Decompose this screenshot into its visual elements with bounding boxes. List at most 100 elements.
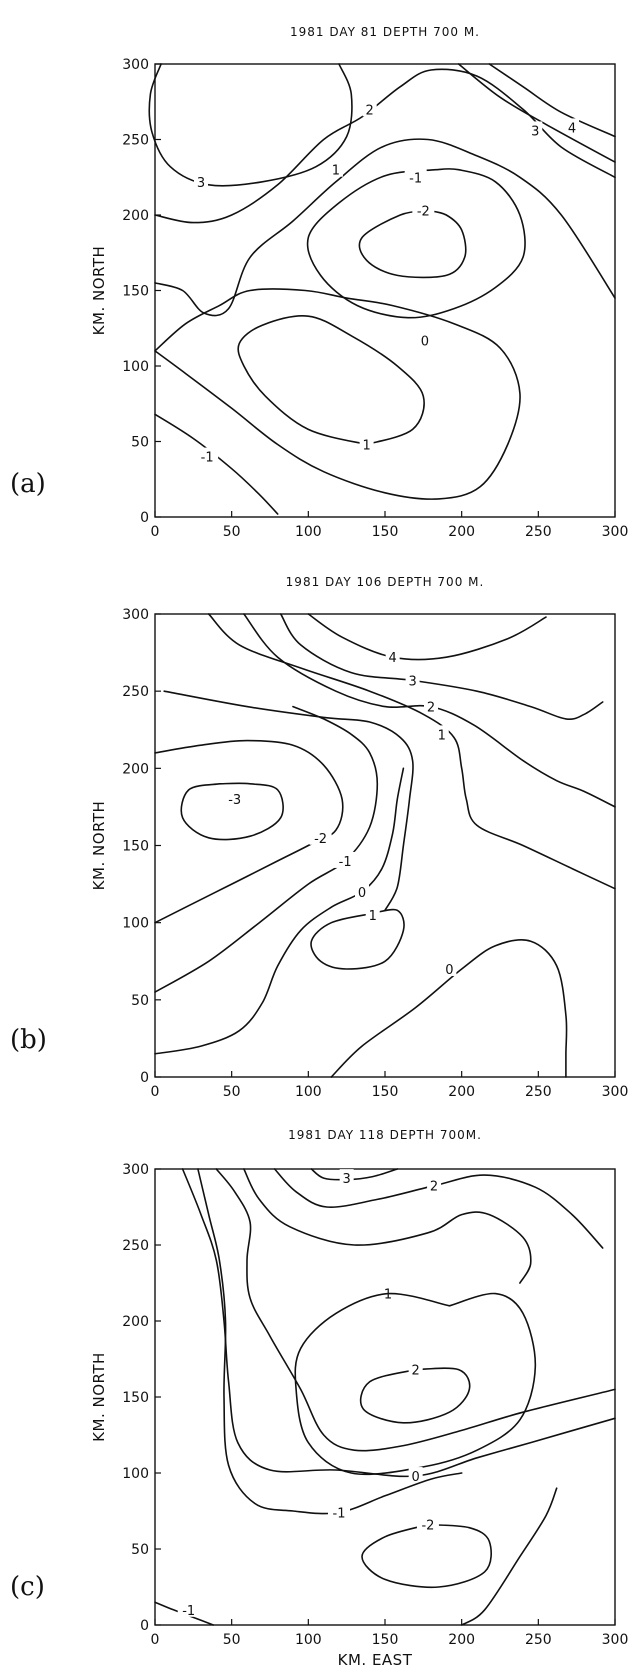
- contour-line: [294, 1292, 537, 1476]
- contour-label-mask: [385, 648, 400, 665]
- contour-label: -1: [339, 855, 352, 870]
- contour-line: [307, 613, 547, 661]
- contour-label-mask: [405, 671, 420, 688]
- y-tick-label: 150: [122, 839, 149, 855]
- contour-label: 1: [384, 1288, 392, 1303]
- y-axis-label: KM. NORTH: [90, 1352, 108, 1442]
- contour-line: [154, 288, 521, 500]
- contour-line: [243, 1168, 532, 1284]
- y-tick-label: 50: [131, 1542, 149, 1558]
- contour-panel-1: 1981 DAY 81 DEPTH 700 M. 3 2 4 3 1 -1 -2 0 1 -1 0 50…: [10, 25, 628, 540]
- contour-line: [215, 1168, 616, 1452]
- contour-label-mask: [359, 435, 374, 452]
- contour-label: 1: [362, 439, 370, 454]
- x-tick-label: 250: [525, 1084, 552, 1100]
- contour-label-mask: [427, 1176, 442, 1193]
- contour-label-mask: [408, 1467, 423, 1484]
- contour-line: [181, 1168, 616, 1478]
- contour-label: 2: [366, 103, 374, 118]
- contour-label-mask: [412, 201, 435, 218]
- contour-label-mask: [223, 790, 246, 807]
- contour-line: [310, 908, 405, 970]
- x-tick-label: 200: [448, 1632, 475, 1648]
- contour-label-mask: [528, 121, 543, 138]
- contour-line: [279, 613, 604, 720]
- contour-line: [154, 138, 616, 317]
- y-tick-label: 0: [140, 1070, 149, 1086]
- y-tick-label: 200: [122, 761, 149, 777]
- y-tick-label: 200: [122, 208, 149, 224]
- x-tick-label: 250: [525, 1632, 552, 1648]
- y-tick-label: 100: [122, 359, 149, 375]
- contour-label: -1: [182, 1604, 195, 1619]
- contour-label: -1: [409, 171, 422, 186]
- contour-panel-3: 1981 DAY 118 DEPTH 700M. 3 2 1 2 0 -1 -2 -1 0 50 10…: [10, 1128, 628, 1669]
- y-tick-label: 200: [122, 1314, 149, 1330]
- x-tick-label: 0: [151, 1632, 160, 1648]
- contour-line: [154, 413, 279, 515]
- x-tick-label: 150: [372, 1084, 399, 1100]
- contour-label: 1: [369, 909, 377, 924]
- contour-label: 3: [343, 1172, 351, 1187]
- contour-label: 0: [358, 886, 366, 901]
- panel-title: 1981 DAY 118 DEPTH 700M.: [288, 1128, 482, 1142]
- contour-label-mask: [328, 1503, 350, 1520]
- contour-label: 3: [531, 124, 539, 139]
- contour-label: -3: [228, 793, 241, 808]
- y-tick-label: 0: [140, 510, 149, 526]
- contour-label-mask: [339, 1169, 354, 1186]
- contour-label-mask: [355, 882, 369, 899]
- x-tick-label: 150: [372, 524, 399, 540]
- panel-label: (c): [10, 1572, 45, 1602]
- contour-label: 2: [427, 701, 435, 716]
- y-tick-label: 50: [131, 435, 149, 451]
- contour-line: [237, 315, 425, 446]
- plot-frame: [154, 613, 616, 1078]
- x-tick-label: 250: [525, 524, 552, 540]
- contour-label: 4: [568, 121, 576, 136]
- y-tick-label: 250: [122, 1238, 149, 1254]
- contour-label: 3: [197, 176, 205, 191]
- contour-label: -2: [314, 832, 327, 847]
- y-tick-label: 100: [122, 1466, 149, 1482]
- x-tick-label: 100: [295, 1084, 322, 1100]
- x-tick-label: 150: [372, 1632, 399, 1648]
- contour-label: 0: [412, 1470, 420, 1485]
- y-tick-label: 300: [122, 1162, 149, 1178]
- y-tick-label: 100: [122, 916, 149, 932]
- contour-label: -1: [333, 1507, 346, 1522]
- contour-label: 4: [389, 651, 397, 666]
- contour-line: [488, 63, 616, 138]
- contour-label-mask: [434, 725, 449, 742]
- contour-line: [154, 705, 379, 993]
- x-axis-label: KM. EAST: [338, 1651, 413, 1669]
- contour-line: [306, 168, 526, 319]
- contour-line: [180, 782, 284, 841]
- y-tick-label: 150: [122, 284, 149, 300]
- y-tick-label: 50: [131, 993, 149, 1009]
- x-tick-label: 300: [602, 524, 629, 540]
- panel-label: (b): [10, 1025, 47, 1055]
- x-tick-label: 50: [223, 524, 241, 540]
- contour-label-mask: [177, 1600, 200, 1617]
- contour-line: [243, 613, 616, 808]
- panel-title: 1981 DAY 81 DEPTH 700 M.: [290, 25, 480, 39]
- y-tick-label: 150: [122, 1390, 149, 1406]
- contour-label: -2: [421, 1519, 434, 1534]
- y-tick-label: 250: [122, 684, 149, 700]
- contour-label: 0: [421, 334, 429, 349]
- contour-line: [457, 63, 616, 163]
- contour-line: [359, 1367, 471, 1424]
- contour-label-mask: [424, 697, 438, 714]
- contour-line: [358, 209, 467, 279]
- contour-label-mask: [365, 905, 380, 922]
- contour-label-mask: [416, 1515, 439, 1532]
- x-tick-label: 50: [223, 1632, 241, 1648]
- contour-label: 0: [445, 963, 453, 978]
- contour-label-mask: [442, 959, 457, 976]
- y-axis-label: KM. NORTH: [90, 801, 108, 891]
- contour-line: [163, 690, 414, 912]
- x-tick-label: 0: [151, 1084, 160, 1100]
- x-tick-label: 100: [295, 524, 322, 540]
